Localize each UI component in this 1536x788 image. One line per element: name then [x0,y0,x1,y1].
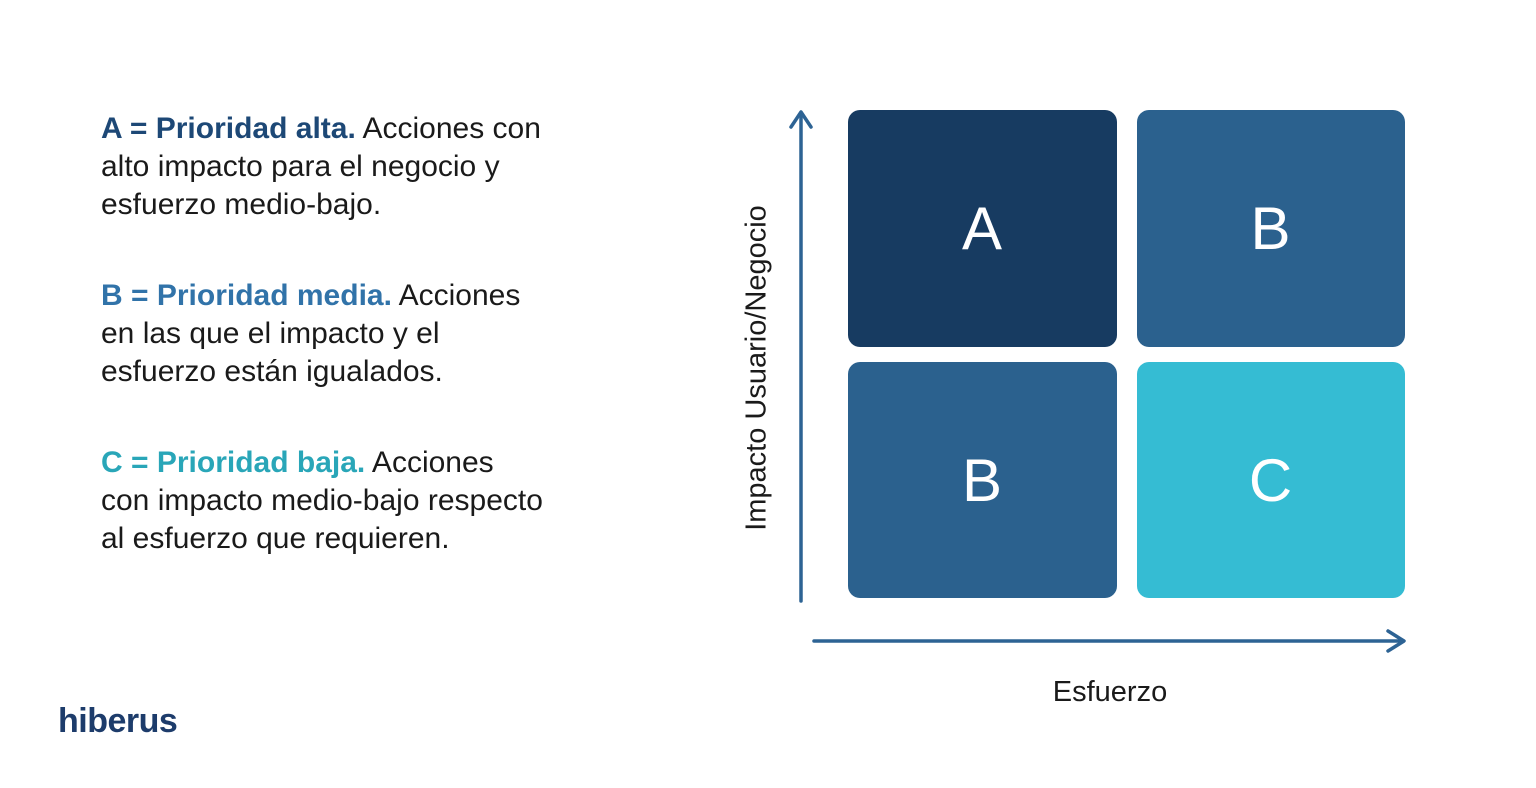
y-axis-label: Impacto Usuario/Negocio [740,205,773,531]
legend-item-c-lead: C = Prioridad baja. [101,446,366,479]
legend-item-a: A = Prioridad alta. Acciones con alto im… [101,110,721,224]
legend-item-b: B = Prioridad media. Acciones en las que… [101,277,721,391]
legend-item-c: C = Prioridad baja. Acciones con impacto… [101,444,721,558]
hiberus-logo: hiberus [58,702,178,740]
quadrant-c-bottom-right: C [1137,362,1405,598]
legend-item-a-lead: A = Prioridad alta. [101,112,356,145]
quadrant-c-label: C [1248,446,1294,514]
quadrant-a-top-left: A [848,110,1117,347]
quadrant-a-label: A [961,195,1004,262]
legend-item-a-text: Acciones con alto impacto para el negoci… [101,112,541,221]
legend-item-b-text: Acciones en las que el impacto y el esfu… [101,279,521,388]
x-axis-label: Esfuerzo [1052,676,1168,708]
x-axis-arrow-icon [812,629,1406,653]
quadrant-b-top-label: B [1250,195,1292,262]
legend-item-c-text: Acciones con impacto medio-bajo respecto… [101,446,543,555]
legend-item-b-lead: B = Prioridad media. [101,279,392,312]
quadrant-b-bottom-left: B [848,362,1117,598]
legend: A = Prioridad alta. Acciones con alto im… [101,110,721,611]
quadrant-b-bottom-label: B [961,446,1004,514]
quadrant-b-top-right: B [1137,110,1405,347]
y-axis-arrow-icon [789,110,813,603]
